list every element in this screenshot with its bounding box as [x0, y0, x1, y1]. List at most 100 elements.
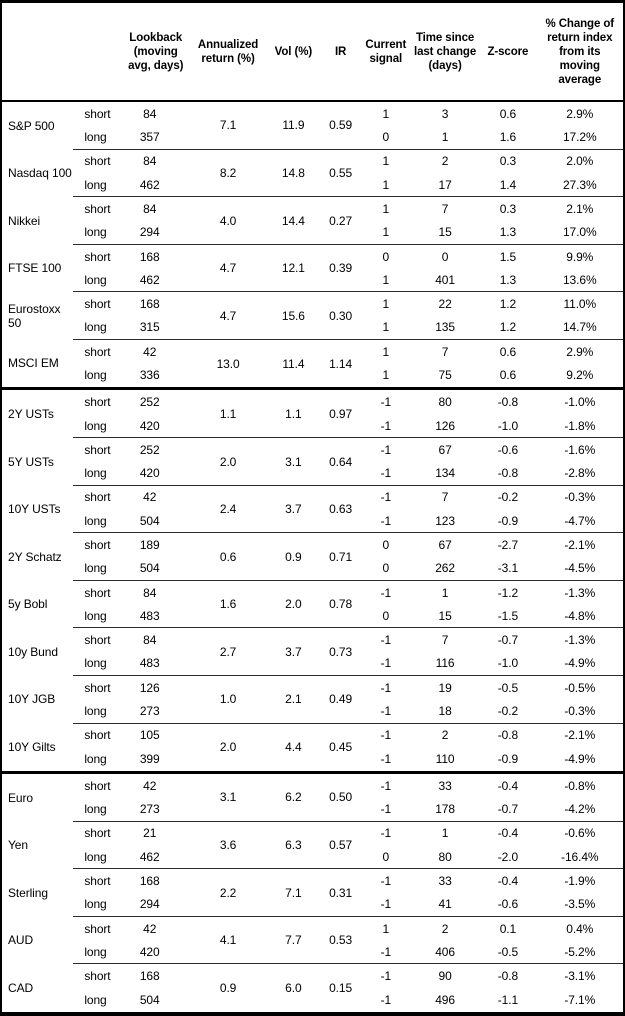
horizon-label: long — [84, 897, 107, 912]
lookback-value: 504 — [139, 992, 160, 1007]
signal-value: 1 — [360, 291, 411, 316]
pct-change-value: 0.4% — [536, 915, 624, 941]
time-since-value: 80 — [438, 849, 452, 864]
zscore-value: -0.9 — [497, 513, 519, 528]
pct-change-value: -0.8% — [536, 770, 624, 798]
signal-value: 0 — [360, 243, 411, 269]
lookback-value: 294 — [139, 897, 160, 912]
lookback-value: 315 — [139, 320, 160, 335]
pct-change-value: -0.3% — [564, 703, 596, 718]
time-since-value: 67 — [410, 437, 480, 462]
time-since-value: 7 — [410, 196, 480, 221]
lookback-value: 252 — [121, 437, 190, 462]
zscore-value: -0.2 — [479, 484, 537, 510]
time-since-value: 116 — [435, 656, 455, 671]
zscore-value: -1.5 — [497, 608, 519, 623]
time-since-value: 2 — [410, 148, 480, 174]
signal-value: 1 — [360, 196, 411, 221]
horizon-label: short — [73, 338, 122, 364]
pct-change-value: -1.0% — [536, 387, 624, 415]
table-row: 2Y Schatz short 189 0.6 0.9 0.71 0 67 -2.7 -2.1% — [1, 532, 624, 581]
table-row: long 504 0 262 -3.1 -4.5% — [1, 557, 624, 581]
horizon-label: long — [84, 320, 107, 335]
time-since-value: 134 — [435, 466, 455, 481]
table-row: FTSE 100 short 168 4.7 12.1 0.39 0 0 1.5 9.9% — [1, 243, 624, 292]
asset-name: CAD — [8, 980, 34, 995]
time-since-value: 1 — [441, 130, 449, 145]
lookback-value: 84 — [121, 579, 190, 605]
table-row: long 315 1 135 1.2 14.7% — [1, 316, 624, 340]
signal-value: 0 — [382, 608, 390, 623]
zscore-value: 0.3 — [479, 196, 537, 221]
annualized-return-value: 4.0 — [189, 196, 267, 245]
time-since-value: 401 — [435, 272, 455, 287]
time-since-value: 2 — [410, 722, 480, 747]
horizon-label: short — [73, 915, 122, 941]
asset-name: 10Y USTs — [8, 502, 61, 517]
ir-value: 0.15 — [320, 963, 361, 1014]
lookback-value: 462 — [139, 849, 160, 864]
zscore-value: 0.3 — [479, 148, 537, 174]
annualized-return-value: 2.7 — [189, 627, 267, 676]
signal-value: -1 — [380, 751, 392, 766]
table-row: Euro short 42 3.1 6.2 0.50 -1 33 -0.4 -0.8% — [1, 770, 624, 822]
table-row: long 504 -1 123 -0.9 -4.7% — [1, 509, 624, 533]
time-since-value: 7 — [410, 484, 480, 510]
ir-value: 0.73 — [320, 627, 361, 676]
signal-value: -1 — [360, 674, 411, 700]
pct-change-value: -4.7% — [564, 513, 596, 528]
pct-change-value: -3.5% — [564, 897, 596, 912]
asset-name: 2Y Schatz — [8, 549, 62, 564]
time-since-value: 7 — [410, 627, 480, 652]
horizon-label: short — [73, 484, 122, 510]
table-row: long 420 -1 406 -0.5 -5.2% — [1, 940, 624, 964]
zscore-value: -1.1 — [497, 992, 519, 1007]
lookback-value: 483 — [139, 656, 160, 671]
zscore-value: 1.2 — [499, 320, 517, 335]
table-row: 10Y Gilts short 105 2.0 4.4 0.45 -1 2 -0.8 -2.1% — [1, 722, 624, 773]
horizon-label: short — [73, 532, 122, 557]
time-since-value: 75 — [438, 368, 452, 383]
annualized-return-value: 2.0 — [189, 722, 267, 773]
lookback-value: 483 — [139, 608, 160, 623]
signal-value: -1 — [360, 579, 411, 605]
vol-value: 6.0 — [266, 963, 321, 1014]
horizon-label: short — [73, 579, 122, 605]
pct-change-value: 9.2% — [566, 368, 594, 383]
asset-name: MSCI EM — [8, 356, 59, 371]
vol-value: 7.1 — [266, 868, 321, 917]
asset-name: 10Y JGB — [8, 692, 56, 707]
signal-value: -1 — [360, 387, 411, 415]
time-since-value: 110 — [435, 751, 455, 766]
table-row: long 273 -1 178 -0.7 -4.2% — [1, 798, 624, 822]
lookback-value: 252 — [121, 387, 190, 415]
header-lookback: Lookback (moving avg, days) — [121, 1, 190, 102]
table-body: S&P 500 short 84 7.1 11.9 0.59 1 3 0.6 2.9% long 35… — [1, 101, 624, 1014]
signal-value: -1 — [380, 897, 392, 912]
time-since-value: 406 — [435, 944, 455, 959]
asset-name: AUD — [8, 933, 34, 948]
asset-name: S&P 500 — [8, 118, 55, 133]
asset-name: Yen — [8, 838, 28, 853]
table-row: long 420 -1 126 -1.0 -1.8% — [1, 414, 624, 438]
pct-change-value: 9.9% — [536, 243, 624, 269]
time-since-value: 496 — [435, 992, 455, 1007]
asset-name: Nikkei — [8, 213, 41, 228]
asset-name: 5y Bobl — [8, 597, 48, 612]
time-since-value: 90 — [410, 963, 480, 988]
header-zscore: Z-score — [479, 1, 537, 102]
table-row: long 399 -1 110 -0.9 -4.9% — [1, 747, 624, 772]
annualized-return-value: 2.0 — [189, 437, 267, 486]
header-pct-change: % Change of return index from its moving… — [536, 1, 624, 102]
table-row: 10y Bund short 84 2.7 3.7 0.73 -1 7 -0.7 -1.3% — [1, 627, 624, 676]
pct-change-value: -1.3% — [536, 579, 624, 605]
signal-value: 0 — [382, 130, 390, 145]
signal-value: -1 — [360, 437, 411, 462]
horizon-label: long — [84, 992, 107, 1007]
vol-value: 3.7 — [266, 484, 321, 533]
zscore-value: 1.4 — [499, 177, 517, 192]
pct-change-value: -3.1% — [536, 963, 624, 988]
time-since-value: 33 — [410, 868, 480, 893]
pct-change-value: -4.8% — [564, 608, 596, 623]
zscore-value: -0.4 — [479, 868, 537, 893]
